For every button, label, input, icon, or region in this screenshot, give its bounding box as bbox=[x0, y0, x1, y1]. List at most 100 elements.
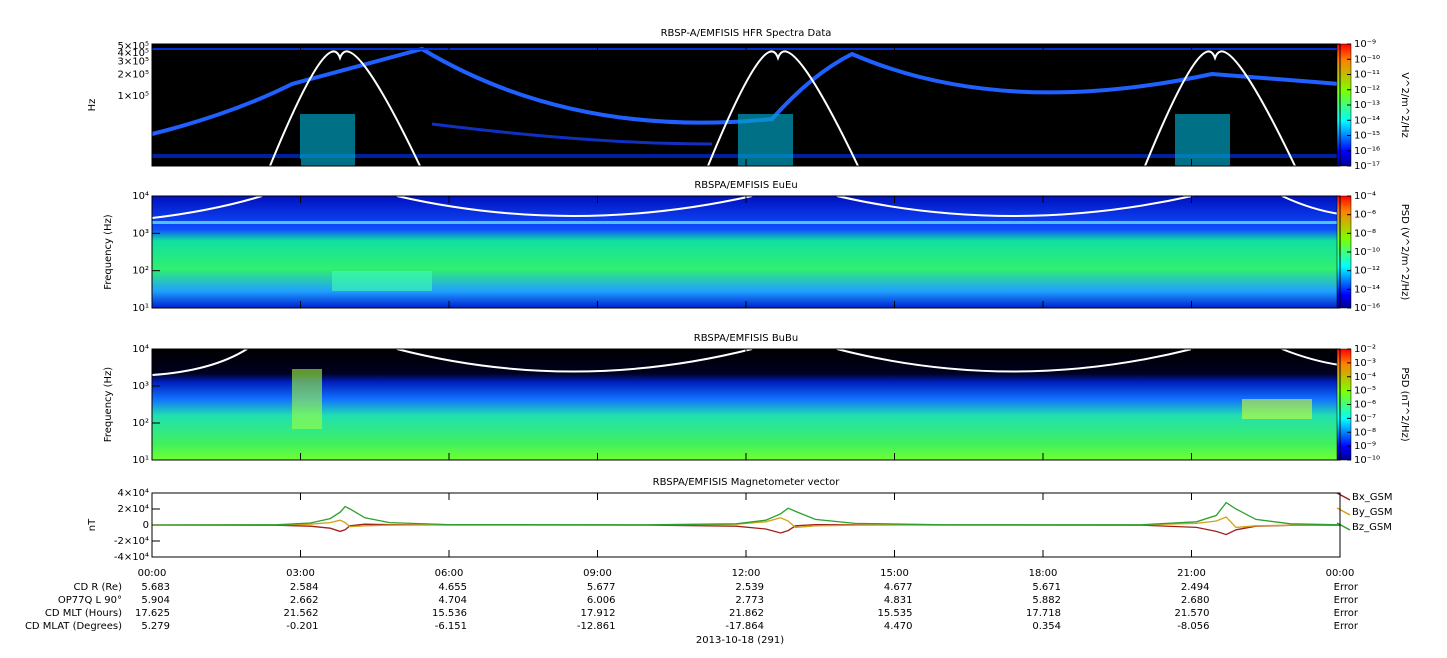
colorbar-tick-label: 10⁻¹³ bbox=[1354, 100, 1380, 111]
y-axis-label: Frequency (Hz) bbox=[103, 367, 114, 443]
ephemeris-value: 2.773 bbox=[735, 595, 764, 606]
colorbar-tick-label: 10⁻⁸ bbox=[1354, 427, 1376, 438]
y-tick-label: 2×10⁵ bbox=[118, 69, 149, 80]
x-tick-label: 03:00 bbox=[286, 568, 315, 579]
colorbar-tick-label: 10⁻¹⁰ bbox=[1354, 54, 1380, 65]
colorbar-tick-label: 10⁻⁶ bbox=[1354, 210, 1376, 221]
colorbar-tick-label: 10⁻⁵ bbox=[1354, 386, 1376, 397]
spectrogram-band bbox=[152, 221, 1340, 224]
y-tick-label: 10² bbox=[132, 266, 149, 277]
spectrogram-band bbox=[1175, 114, 1230, 166]
ephemeris-value: 21.862 bbox=[729, 608, 764, 619]
ephemeris-value: 4.677 bbox=[884, 582, 913, 593]
ephemeris-value: Error bbox=[1334, 595, 1359, 606]
ephemeris-value: 2.584 bbox=[290, 582, 319, 593]
y-tick-label: 10⁴ bbox=[132, 191, 149, 202]
panel-title: RBSP-A/EMFISIS HFR Spectra Data bbox=[661, 28, 832, 39]
legend-swatch bbox=[1336, 507, 1351, 516]
y-tick-label: 2×10⁴ bbox=[118, 504, 149, 515]
ephemeris-value: 0.354 bbox=[1032, 621, 1061, 632]
spectrogram-band bbox=[431, 122, 713, 146]
x-tick-label: 00:00 bbox=[1326, 568, 1355, 579]
y-tick-label: 3×10⁵ bbox=[118, 57, 149, 68]
colorbar-tick-label: 10⁻¹² bbox=[1354, 85, 1380, 96]
colorbar-tick-label: 10⁻¹⁰ bbox=[1354, 247, 1380, 258]
spectrogram-image bbox=[152, 349, 1340, 460]
legend-label: Bz_GSM bbox=[1352, 522, 1392, 533]
ephemeris-value: -0.201 bbox=[286, 621, 318, 632]
legend-label: By_GSM bbox=[1352, 507, 1393, 518]
ephemeris-value: 17.912 bbox=[581, 608, 616, 619]
y-axis-label: nT bbox=[87, 518, 98, 531]
x-tick-label: 21:00 bbox=[1177, 568, 1206, 579]
y-tick-label: 1×10⁵ bbox=[118, 91, 149, 102]
x-tick-label: 12:00 bbox=[732, 568, 761, 579]
y-tick-label: 10⁴ bbox=[132, 344, 149, 355]
colorbar-tick-label: 10⁻² bbox=[1354, 344, 1376, 355]
colorbar-tick-label: 10⁻¹⁰ bbox=[1354, 455, 1380, 466]
colorbar-tick-label: 10⁻⁶ bbox=[1354, 400, 1376, 411]
ephemeris-value: 17.625 bbox=[135, 608, 170, 619]
spectrogram-band bbox=[1242, 399, 1312, 419]
spectrogram-band bbox=[292, 369, 322, 429]
y-tick-label: 10¹ bbox=[132, 455, 149, 466]
y-tick-label: -4×10⁴ bbox=[114, 552, 149, 563]
ephemeris-label: CD MLAT (Degrees) bbox=[25, 621, 122, 632]
ephemeris-value: 4.470 bbox=[884, 621, 913, 632]
x-tick-label: 09:00 bbox=[583, 568, 612, 579]
plasma-line bbox=[151, 348, 1341, 376]
colorbar-tick-label: 10⁻⁹ bbox=[1354, 441, 1376, 452]
y-tick-label: 0 bbox=[143, 520, 149, 531]
colorbar-tick-label: 10⁻³ bbox=[1354, 358, 1376, 369]
colorbar-tick-label: 10⁻⁹ bbox=[1354, 39, 1376, 50]
y-tick-label: 10³ bbox=[132, 381, 149, 392]
colorbar-tick-label: 10⁻⁷ bbox=[1354, 413, 1376, 424]
ephemeris-value: 17.718 bbox=[1026, 608, 1061, 619]
y-tick-label: 5×10⁵ bbox=[118, 41, 149, 52]
ephemeris-label: CD MLT (Hours) bbox=[45, 608, 122, 619]
ephemeris-label: OP77Q L 90° bbox=[58, 595, 122, 606]
ephemeris-value: 4.655 bbox=[438, 582, 467, 593]
plasma-line bbox=[269, 50, 421, 167]
series-line bbox=[151, 501, 1341, 526]
legend-swatch bbox=[1336, 522, 1351, 531]
ephemeris-value: Error bbox=[1334, 621, 1359, 632]
spectrogram-image bbox=[152, 196, 1340, 308]
ephemeris-value: 4.704 bbox=[438, 595, 467, 606]
plasma-line bbox=[1144, 50, 1296, 167]
colorbar-tick-label: 10⁻¹⁴ bbox=[1354, 115, 1380, 126]
ephemeris-value: 21.562 bbox=[284, 608, 319, 619]
colorbar-label: PSD (nT^2/Hz) bbox=[1399, 367, 1410, 441]
colorbar-tick-label: 10⁻¹² bbox=[1354, 266, 1380, 277]
colorbar-tick-label: 10⁻¹⁶ bbox=[1354, 146, 1380, 157]
plasma-line bbox=[151, 195, 1341, 219]
y-tick-label: 10³ bbox=[132, 228, 149, 239]
x-tick-label: 15:00 bbox=[880, 568, 909, 579]
y-tick-label: 4×10⁵ bbox=[118, 48, 149, 59]
colorbar-tick-label: 10⁻⁸ bbox=[1354, 228, 1376, 239]
colorbar-tick-label: 10⁻¹⁴ bbox=[1354, 284, 1380, 295]
y-tick-label: 4×10⁴ bbox=[118, 488, 149, 499]
x-tick-label: 06:00 bbox=[435, 568, 464, 579]
ephemeris-value: Error bbox=[1334, 608, 1359, 619]
ephemeris-value: -6.151 bbox=[435, 621, 467, 632]
ephemeris-value: -12.861 bbox=[577, 621, 616, 632]
ephemeris-value: -17.864 bbox=[725, 621, 764, 632]
colorbar-tick-label: 10⁻¹⁶ bbox=[1354, 303, 1380, 314]
x-tick-label: 18:00 bbox=[1029, 568, 1058, 579]
colorbar-tick-label: 10⁻¹¹ bbox=[1354, 70, 1380, 81]
ephemeris-value: 15.535 bbox=[878, 608, 913, 619]
ephemeris-value: 4.831 bbox=[884, 595, 913, 606]
ephemeris-value: 2.494 bbox=[1181, 582, 1210, 593]
ephemeris-value: 5.882 bbox=[1032, 595, 1061, 606]
colorbar-tick-label: 10⁻⁴ bbox=[1354, 191, 1376, 202]
legend-label: Bx_GSM bbox=[1352, 492, 1393, 503]
colorbar-tick-label: 10⁻⁴ bbox=[1354, 372, 1376, 383]
colorbar-tick-label: 10⁻¹⁵ bbox=[1354, 131, 1380, 142]
y-axis-label: Hz bbox=[87, 99, 98, 112]
series-line bbox=[151, 516, 1341, 529]
x-tick-label: 00:00 bbox=[138, 568, 167, 579]
spectrogram-band bbox=[738, 114, 793, 166]
y-tick-label: -2×10⁴ bbox=[114, 536, 149, 547]
